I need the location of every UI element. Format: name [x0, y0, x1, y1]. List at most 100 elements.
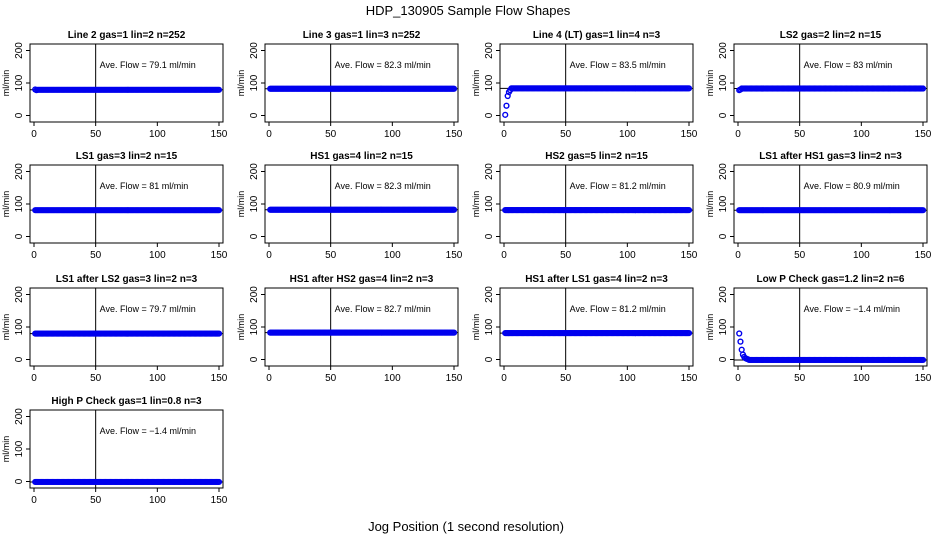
x-tick-label: 100	[149, 250, 166, 261]
plot-box	[499, 164, 694, 244]
data-points	[502, 85, 693, 118]
x-tick-label: 150	[446, 129, 463, 140]
average-flow-annotation: Ave. Flow = −1.4 ml/min	[804, 304, 900, 314]
figure-title: HDP_130905 Sample Flow Shapes	[366, 3, 571, 18]
panel-title: HS2 gas=5 lin=2 n=15	[545, 151, 648, 162]
data-points	[502, 207, 693, 214]
data-point	[685, 85, 693, 92]
panel: LS1 after LS2 gas=3 lin=2 n=3 0 50 100 150 0 1…	[1, 274, 228, 384]
panel: LS2 gas=2 lin=2 n=15 0 50 100 150 0 100 200 ml/m…	[705, 30, 932, 140]
data-point	[502, 111, 509, 118]
x-tick-label: 150	[915, 250, 932, 261]
y-tick-label: 0	[14, 233, 25, 239]
y-tick-label: 0	[14, 112, 25, 118]
plot-box	[733, 287, 928, 367]
plot-box	[733, 164, 928, 244]
average-flow-annotation: Ave. Flow = 80.9 ml/min	[804, 181, 900, 191]
x-tick-label: 50	[90, 129, 102, 140]
panel-title: HS1 after HS2 gas=4 lin=2 n=3	[290, 274, 434, 285]
y-axis-label: ml/min	[1, 436, 11, 463]
x-tick-label: 50	[794, 129, 806, 140]
x-tick-label: 150	[446, 373, 463, 384]
average-flow-annotation: Ave. Flow = −1.4 ml/min	[100, 426, 196, 436]
y-tick-label: 200	[249, 286, 260, 303]
y-axis-label: ml/min	[471, 314, 481, 341]
y-axis-label: ml/min	[471, 70, 481, 97]
average-flow-annotation: Ave. Flow = 81.2 ml/min	[570, 304, 666, 314]
x-tick-label: 150	[915, 373, 932, 384]
x-tick-label: 100	[149, 495, 166, 506]
y-axis-label: ml/min	[236, 314, 246, 341]
panel-title: High P Check gas=1 lin=0.8 n=3	[51, 396, 202, 407]
data-point	[215, 86, 223, 93]
panel: Line 3 gas=1 lin=3 n=252 0 50 100 150 0 100 200…	[236, 30, 463, 140]
panel: HS1 gas=4 lin=2 n=15 0 50 100 150 0 100 200 ml/m…	[236, 151, 463, 261]
y-tick-label: 100	[484, 318, 495, 335]
panel: Low P Check gas=1.2 lin=2 n=6 0 50 100 150 0 1…	[705, 274, 932, 384]
plot-box	[29, 409, 224, 489]
y-axis-label: ml/min	[705, 314, 715, 341]
y-tick-label: 200	[718, 42, 729, 59]
x-tick-label: 100	[853, 373, 870, 384]
y-tick-label: 100	[718, 74, 729, 91]
y-tick-label: 200	[249, 163, 260, 180]
y-tick-label: 0	[718, 233, 729, 239]
panel-title: LS2 gas=2 lin=2 n=15	[780, 30, 882, 41]
data-point	[685, 207, 693, 214]
data-points	[736, 85, 927, 94]
x-tick-label: 150	[915, 129, 932, 140]
y-tick-label: 200	[14, 42, 25, 59]
panel-title: HS1 after LS1 gas=4 lin=2 n=3	[525, 274, 668, 285]
data-points	[267, 329, 458, 336]
data-point	[685, 330, 693, 337]
data-points	[267, 206, 458, 213]
average-flow-annotation: Ave. Flow = 79.7 ml/min	[100, 304, 196, 314]
plot-box	[29, 164, 224, 244]
y-tick-label: 200	[718, 163, 729, 180]
data-points	[32, 478, 223, 486]
data-point	[450, 206, 458, 213]
x-tick-label: 50	[794, 373, 806, 384]
y-tick-label: 0	[14, 356, 25, 362]
y-tick-label: 100	[484, 195, 495, 212]
x-tick-label: 0	[31, 373, 37, 384]
y-tick-label: 0	[718, 356, 729, 362]
data-point	[736, 330, 743, 337]
x-tick-label: 150	[681, 129, 698, 140]
y-axis-label: ml/min	[236, 191, 246, 218]
panel-title: HS1 gas=4 lin=2 n=15	[310, 151, 413, 162]
x-tick-label: 50	[90, 250, 102, 261]
x-tick-label: 150	[211, 373, 228, 384]
figure-xlabel: Jog Position (1 second resolution)	[368, 519, 564, 534]
panel: HS2 gas=5 lin=2 n=15 0 50 100 150 0 100 200 ml/m…	[471, 151, 698, 261]
x-tick-label: 100	[384, 250, 401, 261]
panel-title: Line 2 gas=1 lin=2 n=252	[68, 30, 186, 41]
x-tick-label: 150	[446, 250, 463, 261]
y-tick-label: 0	[484, 112, 495, 118]
panel-title: LS1 after HS1 gas=3 lin=2 n=3	[759, 151, 902, 162]
data-point	[215, 330, 223, 337]
x-tick-label: 100	[619, 129, 636, 140]
average-flow-annotation: Ave. Flow = 79.1 ml/min	[100, 60, 196, 70]
average-flow-annotation: Ave. Flow = 83.5 ml/min	[570, 60, 666, 70]
y-tick-label: 0	[484, 356, 495, 362]
data-points	[32, 207, 223, 214]
x-tick-label: 150	[211, 129, 228, 140]
x-tick-label: 150	[211, 495, 228, 506]
data-point	[450, 85, 458, 92]
panel-title: LS1 gas=3 lin=2 n=15	[76, 151, 178, 162]
panel-title: Line 3 gas=1 lin=3 n=252	[303, 30, 421, 41]
y-axis-label: ml/min	[1, 191, 11, 218]
x-tick-label: 50	[560, 129, 572, 140]
panel: Line 2 gas=1 lin=2 n=252 0 50 100 150 0 100 200…	[1, 30, 228, 140]
data-point	[919, 85, 927, 92]
data-points	[32, 86, 223, 94]
y-tick-label: 100	[14, 195, 25, 212]
x-tick-label: 100	[853, 250, 870, 261]
y-tick-label: 200	[484, 286, 495, 303]
y-tick-label: 0	[718, 112, 729, 118]
x-tick-label: 50	[560, 373, 572, 384]
y-tick-label: 100	[718, 195, 729, 212]
panel: Line 4 (LT) gas=1 lin=4 n=3 0 50 100 150 0 100…	[471, 30, 698, 140]
x-tick-label: 50	[325, 373, 337, 384]
